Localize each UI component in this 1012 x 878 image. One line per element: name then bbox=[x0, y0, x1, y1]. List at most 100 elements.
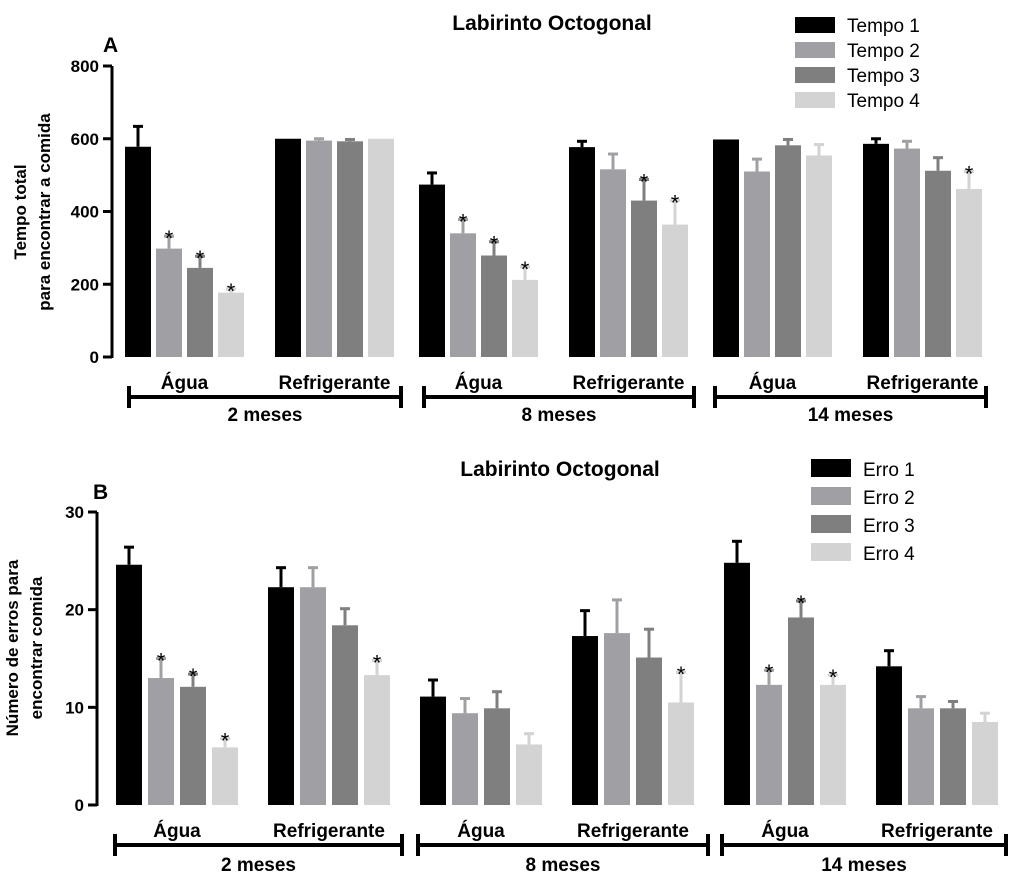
legend-swatch bbox=[811, 487, 851, 505]
bar bbox=[806, 155, 832, 357]
bar bbox=[337, 141, 363, 357]
significance-star: * bbox=[965, 161, 974, 186]
bar bbox=[756, 684, 782, 805]
significance-star: * bbox=[459, 210, 468, 235]
bar bbox=[572, 636, 598, 805]
bar bbox=[481, 255, 507, 357]
chart-title: Labirinto Octogonal bbox=[460, 458, 660, 481]
legend-swatch bbox=[795, 92, 835, 108]
significance-star: * bbox=[521, 257, 530, 282]
legend-swatch bbox=[811, 543, 851, 561]
bar bbox=[419, 184, 445, 357]
bar bbox=[775, 145, 801, 357]
significance-star: * bbox=[221, 729, 230, 754]
bar bbox=[713, 139, 739, 357]
significance-star: * bbox=[189, 664, 198, 689]
category-label: Água bbox=[455, 372, 503, 394]
bar bbox=[148, 678, 174, 805]
bar bbox=[187, 267, 213, 357]
bar bbox=[788, 617, 814, 805]
legend-swatch bbox=[795, 42, 835, 58]
significance-star: * bbox=[829, 665, 838, 690]
category-label: Refrigerante bbox=[573, 373, 685, 394]
bar bbox=[212, 747, 238, 805]
bar bbox=[125, 146, 151, 357]
category-label: Água bbox=[161, 372, 209, 394]
group-label: 8 meses bbox=[521, 405, 596, 426]
bar bbox=[300, 587, 326, 805]
legend-swatch bbox=[811, 459, 851, 477]
category-label: Refrigerante bbox=[273, 821, 385, 842]
bar bbox=[275, 138, 301, 357]
bar bbox=[180, 686, 206, 805]
category-label: Água bbox=[153, 820, 201, 842]
category-label: Refrigerante bbox=[867, 373, 979, 394]
bar bbox=[332, 625, 358, 805]
legend-swatch bbox=[811, 515, 851, 533]
legend-label: Erro 3 bbox=[863, 516, 915, 537]
bar bbox=[956, 188, 982, 357]
bar bbox=[925, 170, 951, 357]
panel-b: Labirinto Octogonal B Número de erros para… bbox=[3, 458, 1008, 876]
y-axis-title: Tempo total para encontrar a comida bbox=[11, 113, 54, 311]
y-tick-label: 0 bbox=[75, 796, 84, 815]
y-axis-title-line: para encontrar a comida bbox=[35, 113, 54, 311]
bar bbox=[863, 143, 889, 357]
panel-a: Labirinto Octogonal A Tempo total para enco… bbox=[11, 12, 988, 426]
significance-star: * bbox=[227, 279, 236, 304]
bar bbox=[516, 744, 542, 805]
bar bbox=[972, 721, 998, 805]
legend-label: Erro 2 bbox=[863, 488, 915, 509]
category-label: Água bbox=[761, 820, 809, 842]
group-label: 14 meses bbox=[808, 405, 894, 426]
bar bbox=[668, 702, 694, 805]
y-axis-title-line: Tempo total bbox=[11, 164, 30, 259]
bar bbox=[876, 666, 902, 805]
bar bbox=[364, 675, 390, 805]
y-tick-label: 200 bbox=[71, 275, 99, 294]
bar bbox=[894, 148, 920, 357]
bar bbox=[724, 562, 750, 805]
panel-letter: B bbox=[93, 481, 108, 504]
y-tick-label: 20 bbox=[65, 601, 84, 620]
bar bbox=[744, 171, 770, 357]
bar bbox=[631, 200, 657, 357]
legend-label: Tempo 3 bbox=[847, 66, 920, 87]
y-tick-label: 400 bbox=[71, 203, 99, 222]
panel-letter: A bbox=[103, 34, 118, 57]
bar bbox=[662, 224, 688, 357]
y-tick-label: 800 bbox=[71, 57, 99, 76]
group-label: 2 meses bbox=[221, 855, 296, 876]
legend-label: Erro 1 bbox=[863, 460, 915, 481]
significance-star: * bbox=[671, 191, 680, 216]
legend-swatch bbox=[795, 17, 835, 33]
y-axis-title-line: Número de erros para bbox=[3, 559, 22, 736]
legend-label: Tempo 1 bbox=[847, 16, 920, 37]
legend-label: Tempo 4 bbox=[847, 91, 920, 112]
bar bbox=[604, 633, 630, 805]
legend-label: Erro 4 bbox=[863, 544, 915, 565]
category-label: Refrigerante bbox=[279, 373, 391, 394]
significance-star: * bbox=[640, 169, 649, 194]
chart-title: Labirinto Octogonal bbox=[452, 12, 652, 35]
bar bbox=[368, 138, 394, 357]
group-label: 8 meses bbox=[525, 855, 600, 876]
y-axis-title-line: encontrar comida bbox=[27, 576, 46, 719]
category-label: Água bbox=[457, 820, 505, 842]
category-label: Refrigerante bbox=[881, 821, 993, 842]
bar bbox=[116, 564, 142, 805]
bar bbox=[268, 587, 294, 805]
significance-star: * bbox=[373, 650, 382, 675]
significance-star: * bbox=[157, 649, 166, 674]
y-tick-label: 600 bbox=[71, 130, 99, 149]
bar bbox=[306, 140, 332, 357]
category-label: Água bbox=[749, 372, 797, 394]
category-label: Refrigerante bbox=[577, 821, 689, 842]
bar bbox=[820, 684, 846, 805]
significance-star: * bbox=[490, 232, 499, 257]
significance-star: * bbox=[797, 591, 806, 616]
group-label: 14 meses bbox=[821, 855, 907, 876]
significance-star: * bbox=[765, 660, 774, 685]
bar bbox=[452, 713, 478, 805]
